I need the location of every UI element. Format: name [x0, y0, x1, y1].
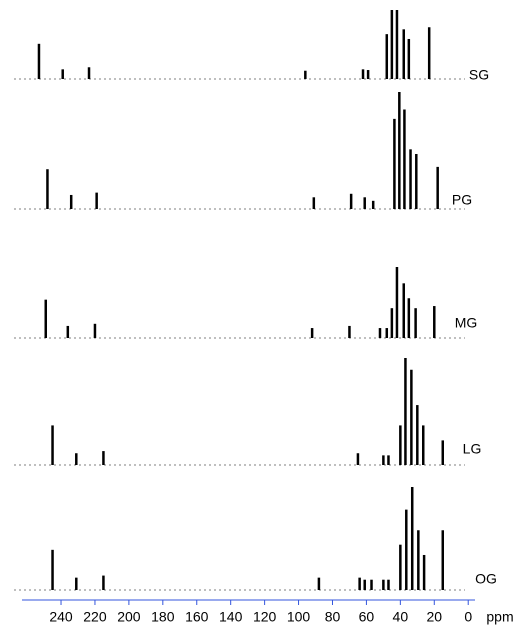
x-tick-label: 100 — [287, 609, 311, 625]
x-tick-label: 0 — [464, 609, 472, 625]
x-tick-label: 240 — [49, 609, 73, 625]
x-tick-label: 40 — [393, 609, 409, 625]
x-tick-label: 20 — [426, 609, 442, 625]
series-label: PG — [452, 192, 472, 208]
x-tick-label: 80 — [325, 609, 341, 625]
x-tick-label: 180 — [151, 609, 175, 625]
series-label: SG — [469, 67, 489, 83]
x-tick-label: 140 — [219, 609, 243, 625]
series-label: OG — [475, 571, 497, 587]
series-label: LG — [463, 441, 482, 457]
series-label: MG — [455, 315, 478, 331]
x-tick-label: 220 — [83, 609, 107, 625]
x-axis-label: ppm — [486, 609, 513, 625]
x-tick-label: 120 — [253, 609, 277, 625]
x-tick-label: 200 — [117, 609, 141, 625]
x-tick-label: 60 — [359, 609, 375, 625]
x-tick-label: 160 — [185, 609, 209, 625]
